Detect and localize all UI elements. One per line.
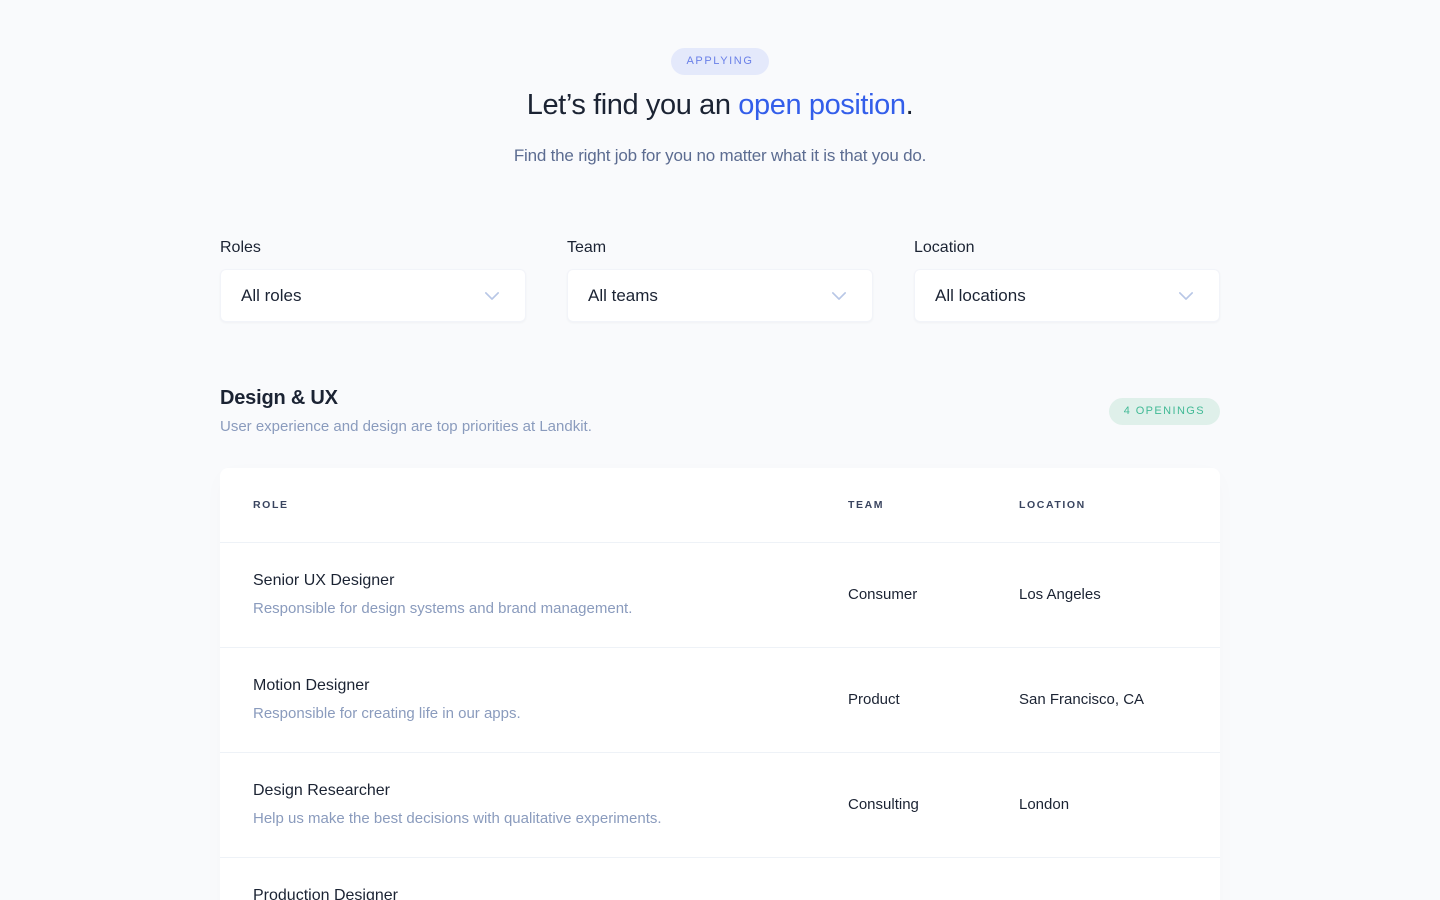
job-team: Product xyxy=(848,647,1019,753)
section-title: Design & UX xyxy=(220,387,338,409)
page-title: Let’s find you an open position. xyxy=(220,87,1220,123)
job-team: Consulting xyxy=(848,752,1019,858)
location-select-value: All locations xyxy=(935,285,1026,305)
page-title-prefix: Let’s find you an xyxy=(526,89,739,121)
location-label: Location xyxy=(914,239,975,256)
table-header-row: ROLE TEAM LOCATION xyxy=(220,468,1220,543)
jobs-table-card: ROLE TEAM LOCATION Senior UX Designer Re… xyxy=(220,468,1220,900)
job-description: Responsible for creating life in our app… xyxy=(253,704,521,722)
team-column-header: TEAM xyxy=(848,468,1019,543)
chevron-down-icon xyxy=(485,291,499,300)
job-description: Responsible for design systems and brand… xyxy=(253,599,633,617)
job-role-link[interactable]: Motion Designer xyxy=(253,676,370,694)
filters-row: Roles All roles Team All teams Location … xyxy=(220,237,1220,322)
job-description: Help us make the best decisions with qua… xyxy=(253,809,662,827)
open-position-link[interactable]: open position xyxy=(738,89,906,121)
section-header-text: Design & UX User experience and design a… xyxy=(220,384,592,438)
job-location: Los Angeles xyxy=(1019,542,1220,648)
job-location xyxy=(1019,857,1220,900)
team-select-value: All teams xyxy=(588,285,658,305)
job-row[interactable]: Production Designer xyxy=(220,857,1220,900)
roles-label: Roles xyxy=(220,239,261,256)
team-label: Team xyxy=(567,239,607,256)
applying-badge: APPLYING xyxy=(671,48,769,75)
filter-group-team: Team All teams xyxy=(567,237,873,322)
section-header: Design & UX User experience and design a… xyxy=(220,384,1220,438)
chevron-down-icon xyxy=(832,291,846,300)
hero-section: APPLYING Let’s find you an open position… xyxy=(220,0,1220,169)
job-location: London xyxy=(1019,752,1220,858)
team-select[interactable]: All teams xyxy=(567,269,873,322)
chevron-down-icon xyxy=(1179,291,1193,300)
job-row[interactable]: Motion Designer Responsible for creating… xyxy=(220,647,1220,753)
page-title-suffix: . xyxy=(905,89,914,121)
role-column-header: ROLE xyxy=(220,468,848,543)
job-team xyxy=(848,857,1019,900)
filter-group-location: Location All locations xyxy=(914,237,1220,322)
location-select[interactable]: All locations xyxy=(914,269,1220,322)
roles-select[interactable]: All roles xyxy=(220,269,526,322)
job-role-link[interactable]: Design Researcher xyxy=(253,781,390,799)
job-role-link[interactable]: Production Designer xyxy=(253,886,398,900)
hero-subtitle: Find the right job for you no matter wha… xyxy=(513,146,927,165)
job-team: Consumer xyxy=(848,542,1019,648)
roles-select-value: All roles xyxy=(241,285,302,305)
filter-group-roles: Roles All roles xyxy=(220,237,526,322)
openings-badge: 4 OPENINGS xyxy=(1108,397,1220,425)
job-row[interactable]: Design Researcher Help us make the best … xyxy=(220,752,1220,858)
job-role-link[interactable]: Senior UX Designer xyxy=(253,571,395,589)
job-row[interactable]: Senior UX Designer Responsible for desig… xyxy=(220,542,1220,648)
careers-page: APPLYING Let’s find you an open position… xyxy=(220,0,1220,900)
jobs-table: ROLE TEAM LOCATION Senior UX Designer Re… xyxy=(220,468,1220,900)
section-subtitle: User experience and design are top prior… xyxy=(220,418,592,435)
location-column-header: LOCATION xyxy=(1019,468,1220,543)
job-location: San Francisco, CA xyxy=(1019,647,1220,753)
